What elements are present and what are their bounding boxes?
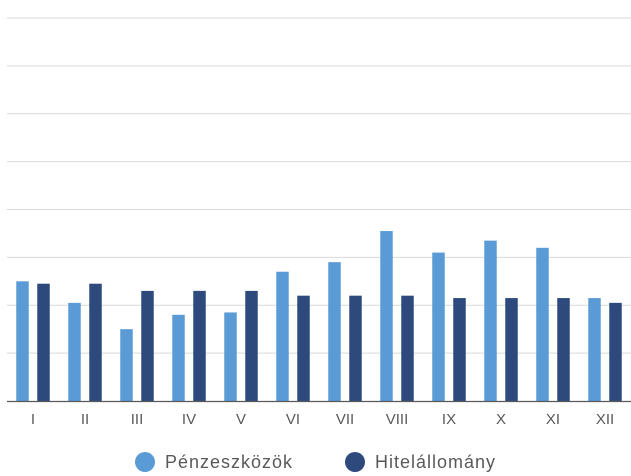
bar-series-1-ix	[432, 252, 445, 401]
bar-series-2-vii	[349, 295, 362, 401]
legend-label-series-2: Hitelállomány	[375, 451, 497, 472]
bar-series-1-v	[224, 312, 237, 401]
x-tick-label: VII	[336, 411, 354, 428]
x-tick-label: I	[31, 411, 35, 428]
bar-series-1-xii	[588, 298, 601, 401]
bar-series-1-i	[16, 281, 29, 401]
bar-series-2-ii	[89, 283, 102, 401]
x-tick-label: II	[81, 411, 89, 428]
bar-series-2-iv	[193, 290, 206, 401]
x-tick-label: IX	[442, 411, 456, 428]
bar-series-1-iii	[120, 329, 133, 401]
bar-series-2-v	[245, 290, 258, 401]
legend-label-series-1: Pénzeszközök	[164, 451, 293, 472]
bar-series-2-i	[37, 283, 50, 401]
x-tick-label: V	[236, 411, 246, 428]
x-tick-label: XI	[546, 411, 560, 428]
bar-series-1-viii	[380, 231, 393, 401]
x-tick-label: III	[131, 411, 144, 428]
x-tick-label: X	[496, 411, 506, 428]
bar-series-2-vi	[297, 295, 310, 401]
x-tick-label: IV	[182, 411, 196, 428]
legend-item-series-2: Hitelállomány	[345, 452, 496, 473]
legend-item-series-1: Pénzeszközök	[134, 451, 293, 473]
legend: Pénzeszközök Hitelállomány	[0, 448, 631, 476]
x-tick-label: VIII	[386, 411, 409, 428]
bar-series-1-ii	[68, 302, 81, 401]
bar-series-2-ix	[453, 298, 466, 401]
bar-series-2-viii	[401, 295, 414, 401]
bar-series-2-x	[505, 298, 518, 401]
bar-chart: I II III IV V VI VII VIII IX X XI XII	[7, 17, 631, 428]
bar-series-1-vii	[328, 262, 341, 401]
bar-series-2-xii	[609, 302, 622, 401]
bar-series-2-iii	[141, 290, 154, 401]
bar-series-1-xi	[536, 247, 549, 401]
x-tick-label: XII	[596, 411, 614, 428]
legend-swatch-series-2	[345, 452, 365, 472]
x-tick-label: VI	[286, 411, 300, 428]
bar-series-1-iv	[172, 314, 185, 401]
bar-series-1-vi	[276, 271, 289, 401]
legend-swatch-series-1	[134, 452, 155, 472]
bar-series-1-x	[484, 240, 497, 401]
bar-series-2-xi	[557, 298, 570, 401]
